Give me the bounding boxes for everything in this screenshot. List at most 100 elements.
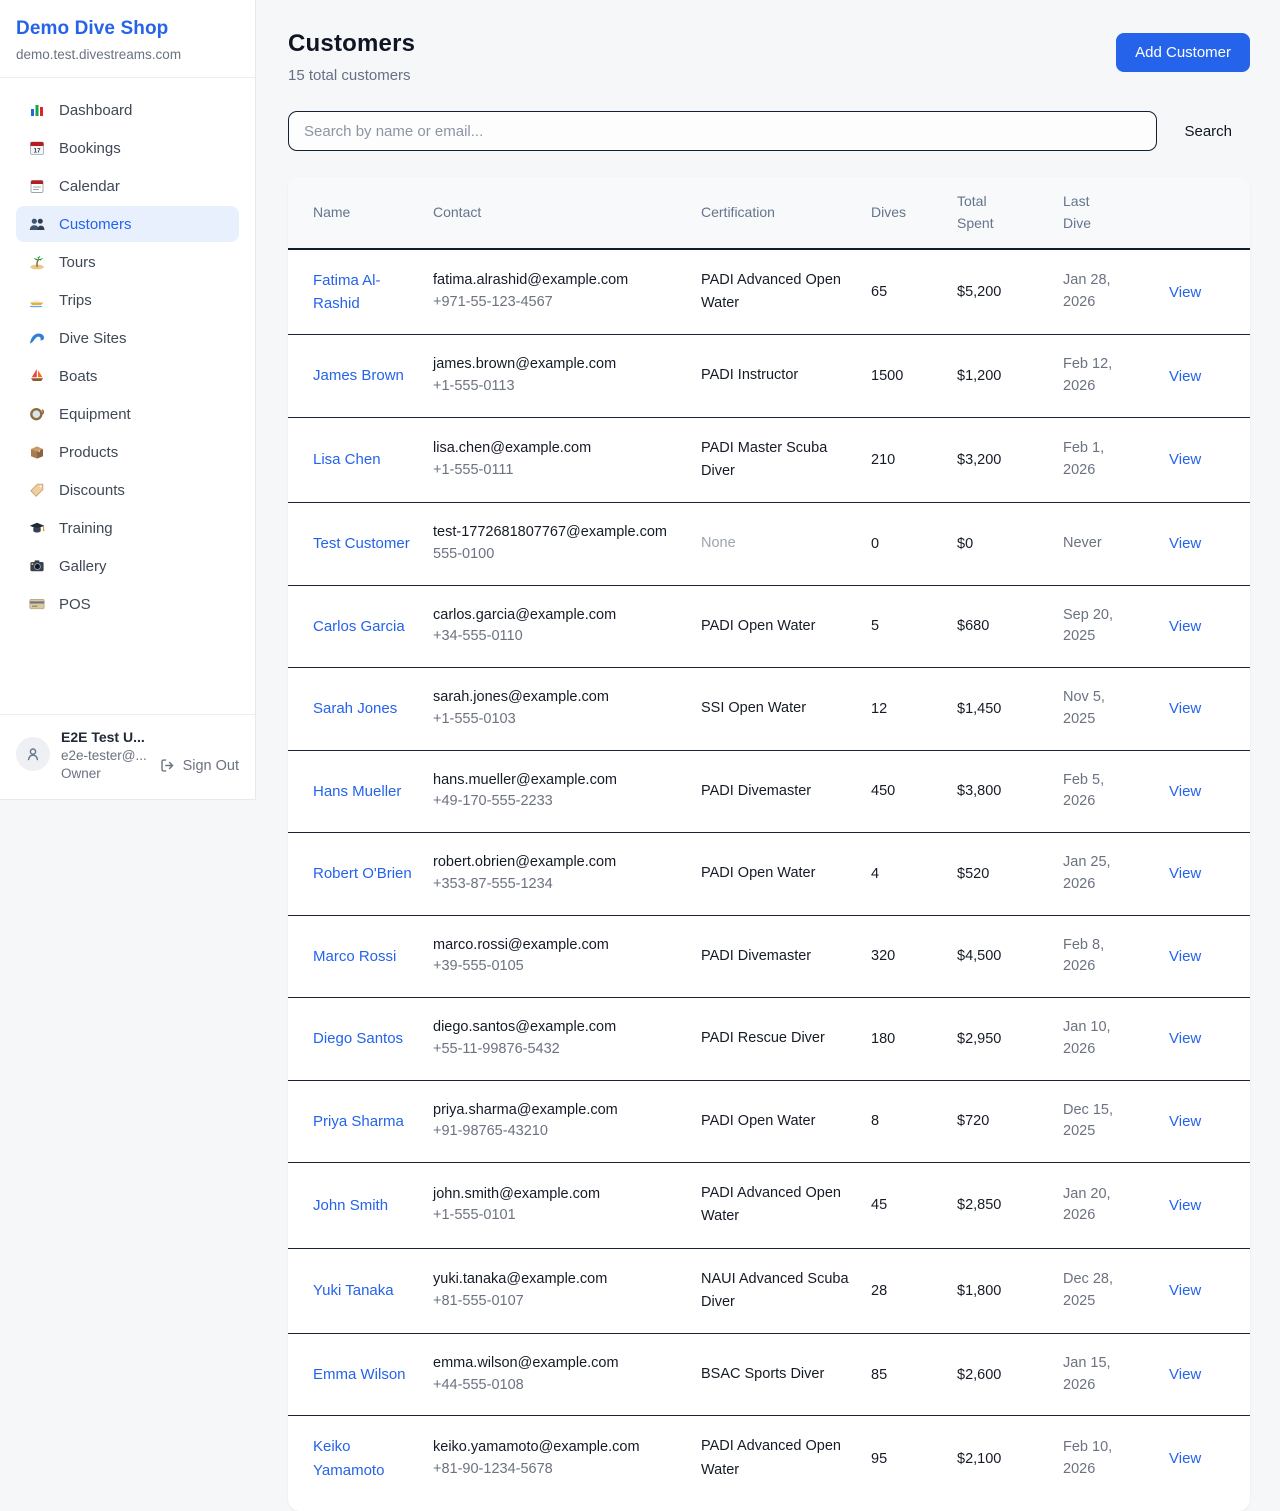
customer-total-spent: $3,200 <box>957 451 1002 468</box>
column-header-contact: Contact <box>433 177 701 250</box>
customer-certification: PADI Divemaster <box>701 947 812 964</box>
table-row: Priya Sharma priya.sharma@example.com +9… <box>288 1080 1250 1164</box>
customer-email: sarah.jones@example.com <box>433 689 609 706</box>
sidebar-item-trips[interactable]: Trips <box>16 282 239 318</box>
customer-email: robert.obrien@example.com <box>433 854 617 871</box>
column-header-last-dive: Last Dive <box>1063 177 1169 250</box>
sidebar-item-label: Bookings <box>59 139 121 157</box>
customer-dives: 65 <box>871 284 888 301</box>
customer-certification: PADI Rescue Diver <box>701 1030 825 1047</box>
user-name: E2E Test U... <box>61 729 145 745</box>
customer-name-link[interactable]: Keiko Yamamoto <box>313 1438 385 1479</box>
customer-name-link[interactable]: James Brown <box>313 367 404 385</box>
customer-certification: PADI Master Scuba Diver <box>701 439 828 479</box>
customer-name-link[interactable]: John Smith <box>313 1196 389 1214</box>
customer-phone: +1-555-0111 <box>433 461 514 478</box>
customer-name-link[interactable]: Diego Santos <box>313 1030 404 1048</box>
sign-out-label: Sign Out <box>182 757 239 774</box>
brand-title: Demo Dive Shop <box>16 18 169 39</box>
sidebar-item-calendar[interactable]: Calendar <box>16 168 239 204</box>
table-row: Yuki Tanaka yuki.tanaka@example.com +81-… <box>288 1248 1250 1334</box>
table-row: Fatima Al-Rashid fatima.alrashid@example… <box>288 248 1250 336</box>
customer-phone: +91-98765-43210 <box>433 1123 548 1140</box>
sidebar-item-discounts[interactable]: Discounts <box>16 472 239 508</box>
add-customer-button[interactable]: Add Customer <box>1116 33 1250 72</box>
customer-email: yuki.tanaka@example.com <box>433 1270 608 1287</box>
sidebar-item-label: Discounts <box>59 481 125 499</box>
customer-dives: 450 <box>871 783 896 800</box>
view-customer-link[interactable]: View <box>1169 947 1202 965</box>
sidebar-item-bookings[interactable]: 17 Bookings <box>16 130 239 166</box>
sidebar-item-gallery[interactable]: Gallery <box>16 548 239 584</box>
sidebar-item-customers[interactable]: Customers <box>16 206 239 242</box>
customer-name-link[interactable]: Hans Mueller <box>313 782 402 800</box>
view-customer-link[interactable]: View <box>1169 1450 1202 1468</box>
customer-name-link[interactable]: Marco Rossi <box>313 947 397 965</box>
customer-total-spent: $680 <box>957 618 990 635</box>
search-input[interactable] <box>288 111 1158 151</box>
view-customer-link[interactable]: View <box>1169 617 1202 635</box>
customer-dives: 0 <box>871 535 880 552</box>
diving-mask-icon <box>28 405 46 423</box>
customer-name-link[interactable]: Test Customer <box>313 535 410 553</box>
divider <box>0 77 255 78</box>
customer-phone: +1-555-0101 <box>433 1207 516 1224</box>
search-button[interactable]: Search <box>1184 122 1232 140</box>
customer-name-link[interactable]: Robert O'Brien <box>313 865 412 883</box>
sidebar-item-dive-sites[interactable]: Dive Sites <box>16 320 239 356</box>
sidebar-item-label: Tours <box>59 253 96 271</box>
customer-phone: +353-87-555-1234 <box>433 875 553 892</box>
customer-name-link[interactable]: Carlos Garcia <box>313 617 405 635</box>
customer-phone: +81-90-1234-5678 <box>433 1460 553 1477</box>
customer-last-dive: Feb 12, 2026 <box>1063 356 1113 395</box>
view-customer-link[interactable]: View <box>1169 865 1202 883</box>
table-row: Marco Rossi marco.rossi@example.com +39-… <box>288 915 1250 999</box>
customer-name-link[interactable]: Sarah Jones <box>313 700 398 718</box>
customer-email: john.smith@example.com <box>433 1185 601 1202</box>
sidebar-item-tours[interactable]: Tours <box>16 244 239 280</box>
customer-total-spent: $1,450 <box>957 700 1002 717</box>
customer-last-dive: Sep 20, 2025 <box>1063 606 1113 645</box>
customer-name-link[interactable]: Emma Wilson <box>313 1366 406 1384</box>
customer-name-link[interactable]: Priya Sharma <box>313 1112 404 1130</box>
graduation-cap-icon <box>28 519 46 537</box>
customer-last-dive: Feb 10, 2026 <box>1063 1438 1113 1477</box>
view-customer-link[interactable]: View <box>1169 283 1202 301</box>
customer-name-link[interactable]: Lisa Chen <box>313 451 381 469</box>
sidebar-item-training[interactable]: Training <box>16 510 239 546</box>
camera-icon <box>28 557 46 575</box>
sidebar-item-pos[interactable]: POS <box>16 586 239 622</box>
customers-table: Name Contact Certification Dives Total S… <box>288 177 1250 1501</box>
view-customer-link[interactable]: View <box>1169 1366 1202 1384</box>
column-header-total-spent: Total Spent <box>957 177 1063 250</box>
sidebar-item-label: Equipment <box>59 405 131 423</box>
view-customer-link[interactable]: View <box>1169 451 1202 469</box>
customer-last-dive: Nov 5, 2025 <box>1063 689 1105 727</box>
customer-last-dive: Jan 28, 2026 <box>1063 272 1111 311</box>
view-customer-link[interactable]: View <box>1169 535 1202 553</box>
column-header-certification: Certification <box>701 177 871 250</box>
view-customer-link[interactable]: View <box>1169 1196 1202 1214</box>
customer-last-dive: Feb 5, 2026 <box>1063 771 1105 810</box>
customer-email: lisa.chen@example.com <box>433 440 592 457</box>
sidebar-item-dashboard[interactable]: Dashboard <box>16 92 239 128</box>
customer-dives: 1500 <box>871 368 904 385</box>
view-customer-link[interactable]: View <box>1169 1112 1202 1130</box>
sign-out-button[interactable]: Sign Out <box>159 757 239 774</box>
customer-name-link[interactable]: Yuki Tanaka <box>313 1282 394 1300</box>
view-customer-link[interactable]: View <box>1169 782 1202 800</box>
view-customer-link[interactable]: View <box>1169 1282 1202 1300</box>
view-customer-link[interactable]: View <box>1169 700 1202 718</box>
sidebar-item-equipment[interactable]: Equipment <box>16 396 239 432</box>
sidebar-item-label: Dashboard <box>59 101 133 119</box>
customer-dives: 4 <box>871 865 880 882</box>
sidebar-item-products[interactable]: Products <box>16 434 239 470</box>
view-customer-link[interactable]: View <box>1169 367 1202 385</box>
view-customer-link[interactable]: View <box>1169 1030 1202 1048</box>
table-row: Diego Santos diego.santos@example.com +5… <box>288 997 1250 1081</box>
table-row: Keiko Yamamoto keiko.yamamoto@example.co… <box>288 1416 1250 1501</box>
customer-name-link[interactable]: Fatima Al-Rashid <box>313 271 381 313</box>
sidebar-item-boats[interactable]: Boats <box>16 358 239 394</box>
customer-total-spent: $4,500 <box>957 948 1002 965</box>
table-row: Lisa Chen lisa.chen@example.com +1-555-0… <box>288 417 1250 504</box>
